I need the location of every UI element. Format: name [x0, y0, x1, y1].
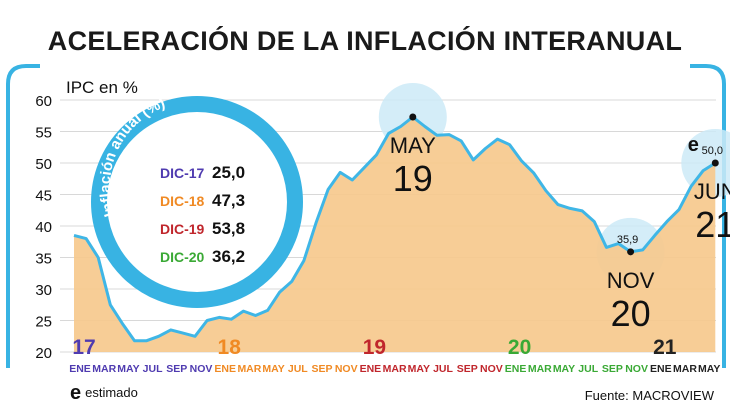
inset-row-label: DIC-19: [160, 221, 205, 237]
y-tick-label: 30: [35, 282, 52, 299]
inset-row-label: DIC-18: [160, 193, 205, 209]
inset-row-value: 25,0: [212, 163, 245, 182]
year-label: 19: [363, 336, 386, 359]
x-tick-label: MAR: [383, 363, 407, 375]
peak-month: MAY: [390, 133, 436, 158]
x-tick-label: ENE: [360, 363, 382, 375]
x-tick-label: SEP: [457, 363, 478, 375]
x-tick-label: MAR: [92, 363, 116, 375]
x-tick-label: ENE: [69, 363, 91, 375]
source-note: Fuente: MACROVIEW: [584, 388, 714, 403]
year-label: 21: [653, 336, 677, 359]
last-value: 50,0: [702, 145, 723, 157]
y-tick-label: 50: [35, 156, 52, 173]
x-tick-label: NOV: [190, 363, 213, 375]
x-tick-label: JUL: [578, 363, 598, 375]
inset-ring: [91, 96, 303, 308]
y-tick-label: 60: [35, 93, 52, 110]
x-tick-label: MAR: [673, 363, 697, 375]
year-label: 20: [508, 336, 531, 359]
x-tick-label: SEP: [602, 363, 623, 375]
year-label: 18: [218, 336, 242, 359]
y-tick-label: 45: [35, 188, 52, 205]
last-point: [711, 159, 719, 167]
inflation-line: [73, 115, 717, 343]
trough-value: 35,9: [617, 234, 638, 246]
last-year: 21: [695, 204, 730, 245]
x-tick-label: ENE: [505, 363, 527, 375]
trough-year: 20: [611, 293, 651, 334]
y-tick-label: 40: [35, 219, 52, 236]
year-label: 17: [72, 336, 95, 359]
y-tick-label: 20: [35, 345, 52, 362]
x-tick-label: JUL: [288, 363, 308, 375]
frame-border: [6, 64, 40, 368]
inset-row-value: 36,2: [212, 247, 245, 266]
x-tick-label: MAY: [117, 363, 139, 375]
inset-row-value: 53,8: [212, 219, 245, 238]
estimado-symbol: e: [70, 382, 82, 404]
y-tick-label: 55: [35, 125, 52, 142]
x-tick-label: NOV: [480, 363, 503, 375]
x-tick-label: SEP: [166, 363, 187, 375]
x-tick-label: NOV: [335, 363, 358, 375]
x-tick-label: MAY: [698, 363, 720, 375]
y-tick-label: 25: [35, 314, 52, 331]
x-tick-label: MAR: [237, 363, 261, 375]
x-tick-label: JUL: [143, 363, 163, 375]
frame-border-right: [690, 64, 726, 368]
x-tick-label: MAY: [262, 363, 284, 375]
estimado-text: estimado: [85, 385, 138, 400]
estimado-legend: e estimado: [70, 382, 138, 405]
y-axis-label: IPC en %: [66, 78, 138, 97]
inset-row-value: 47,3: [212, 191, 245, 210]
peak-point: [409, 113, 417, 121]
inset-row-label: DIC-17: [160, 165, 205, 181]
last-month: JUN: [694, 179, 730, 204]
x-tick-label: JUL: [433, 363, 453, 375]
x-tick-label: MAR: [528, 363, 552, 375]
x-tick-label: ENE: [214, 363, 236, 375]
chart-title: ACELERACIÓN DE LA INFLACIÓN INTERANUAL: [47, 26, 683, 56]
peak-year: 19: [393, 158, 433, 199]
inset-row-label: DIC-20: [160, 249, 205, 265]
inflation-area: [74, 117, 716, 352]
trough-month: NOV: [607, 268, 655, 293]
last-highlight: [681, 129, 730, 197]
x-tick-label: MAY: [553, 363, 575, 375]
x-tick-label: MAY: [408, 363, 430, 375]
estimated-marker: e: [688, 134, 699, 156]
x-tick-label: SEP: [311, 363, 332, 375]
trough-point: [627, 248, 635, 256]
y-tick-label: 35: [35, 251, 52, 268]
x-tick-label: ENE: [650, 363, 672, 375]
x-tick-label: NOV: [625, 363, 648, 375]
